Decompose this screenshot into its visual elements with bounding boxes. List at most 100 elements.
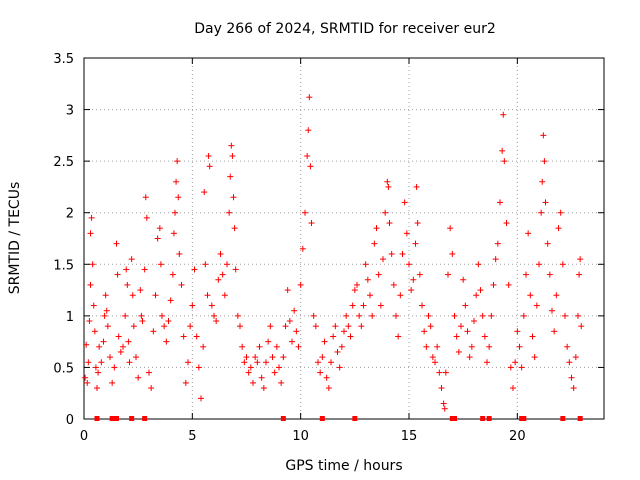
data-point [367,292,373,299]
data-point [122,312,129,319]
data-point [323,374,330,381]
data-point [163,338,170,345]
data-point [403,230,410,237]
data-point [354,281,360,288]
data-point [104,323,111,330]
data-point [107,354,113,361]
plot-frame [83,57,605,420]
x-tick-label: 5 [188,429,196,444]
data-point [295,343,302,350]
data-point [445,271,451,278]
data-point [113,240,120,247]
data-point [263,359,269,366]
data-point [128,256,135,263]
data-point [473,292,480,299]
data-point [377,302,384,309]
data-point [460,276,467,283]
data-point [312,323,319,330]
data-point [206,163,213,170]
data-point [201,189,208,196]
data-point [96,343,103,350]
data-point [135,374,142,381]
data-point [471,318,477,325]
data-point [213,318,220,325]
data-point [562,312,568,319]
data-point [490,281,497,288]
data-point [345,323,352,330]
data-point [101,312,108,319]
data-point [167,297,174,304]
gap-marker [129,416,135,421]
data-point [215,276,222,283]
data-point [176,250,183,257]
data-point [500,111,507,118]
data-point [178,281,185,288]
data-point [427,323,434,330]
y-tick-label: 2 [66,207,74,222]
data-point [152,292,159,299]
data-point [564,343,571,350]
gap-marker [560,416,566,421]
data-point [200,343,207,350]
gap-marker [352,416,358,421]
data-point [85,359,92,366]
data-point [258,374,265,381]
data-point [575,312,581,319]
data-point [198,395,204,402]
data-point [458,323,464,330]
data-point [169,271,176,278]
data-point [159,312,165,319]
data-point [126,359,133,366]
data-point [518,364,525,371]
grid [84,58,604,419]
data-point [475,261,482,268]
data-point [109,379,116,386]
data-point [484,359,490,366]
data-point [165,318,172,325]
gap-marker [109,416,115,421]
data-point [549,307,555,314]
data-point [193,333,200,340]
data-point [425,312,432,319]
data-point [373,225,380,232]
data-point [540,132,547,139]
data-point [321,338,328,345]
data-point [568,374,575,381]
data-point [317,369,324,376]
data-point [289,338,295,345]
data-point [254,359,261,366]
data-point [252,354,259,361]
data-point [413,183,420,190]
data-point [385,183,392,190]
data-point [90,302,97,309]
data-point [307,163,314,170]
data-point [527,292,534,299]
data-point [349,302,356,309]
data-point [174,158,181,165]
data-point [555,225,562,232]
data-point [234,312,241,319]
data-point [141,266,148,273]
gap-marker [319,416,325,421]
data-point [525,230,532,237]
data-point [243,354,250,361]
data-point [397,292,404,299]
data-point [360,302,367,309]
data-point [229,152,236,159]
data-point [269,354,276,361]
data-point [578,323,585,330]
data-point [94,385,100,392]
data-point [453,333,460,340]
data-point [477,287,484,294]
data-point [338,343,345,350]
data-point [516,343,523,350]
data-point [173,178,180,185]
data-point [499,147,506,154]
data-point [95,369,102,376]
data-point [315,359,321,366]
data-point [351,287,358,294]
data-point [86,318,93,325]
gap-marker [521,416,527,421]
data-point [148,385,155,392]
chart-title: Day 266 of 2024, SRMTID for receiver eur… [194,21,496,37]
